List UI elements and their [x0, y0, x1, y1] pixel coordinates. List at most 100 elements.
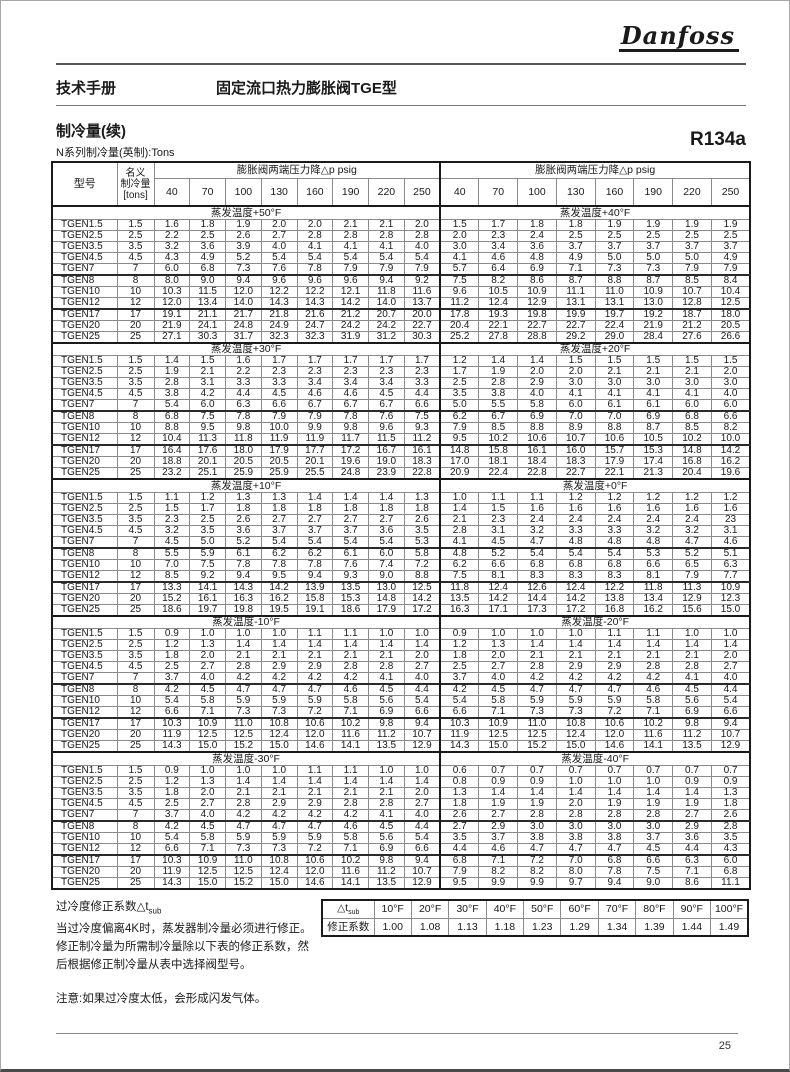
capacity-value-cell: 6.6 — [403, 706, 441, 719]
capacity-value-cell: 5.2 — [478, 546, 519, 560]
capacity-value-cell: 7.9 — [368, 262, 405, 275]
capacity-value-cell: 2.1 — [332, 786, 369, 799]
capacity-value-cell: 5.4 — [260, 535, 298, 548]
pressure-col-header: 40 — [153, 177, 191, 207]
capacity-value-cell: 1.4 — [710, 639, 751, 651]
capacity-value-cell: 19.1 — [296, 603, 334, 616]
capacity-value-cell: 5.4 — [332, 251, 369, 264]
nominal-capacity-cell: 8 — [116, 683, 155, 696]
capacity-value-cell: 8.8 — [403, 569, 441, 582]
valve-model-cell: TGEN2.5 — [51, 639, 118, 651]
capacity-value-cell: 10.2 — [332, 717, 369, 730]
valve-model-cell: TGEN1.5 — [51, 218, 118, 231]
capacity-value-cell: 9.6 — [332, 273, 369, 287]
valve-model-cell: TGEN10 — [51, 695, 118, 707]
capacity-value-cell: 10.2 — [633, 717, 674, 730]
capacity-value-cell: 14.3 — [225, 580, 262, 594]
capacity-value-cell: 14.6 — [296, 740, 334, 753]
capacity-value-cell: 7.3 — [225, 262, 262, 275]
capacity-row: TGEN4.5 4.5 3.8 4.2 4.4 4.5 4.6 4.6 4.5 4.4 3.5 3.8… — [51, 388, 751, 400]
capacity-value-cell: 7.4 — [368, 558, 405, 571]
capacity-value-cell: 17.2 — [403, 603, 441, 616]
capacity-value-cell: 11.6 — [332, 865, 369, 878]
capacity-value-cell: 11.1 — [555, 285, 596, 298]
capacity-value-cell: 1.0 — [672, 628, 712, 640]
capacity-value-cell: 7.3 — [555, 706, 596, 719]
capacity-value-cell: 6.9 — [517, 410, 557, 423]
capacity-value-cell: 16.1 — [517, 444, 557, 457]
capacity-value-cell: 1.4 — [332, 491, 369, 504]
capacity-row: TGEN8 8 6.8 7.5 7.8 7.9 7.9 7.8 7.6 7.5 6.2 6.7 6.9 7… — [51, 410, 751, 423]
capacity-value-cell: 31.2 — [368, 330, 405, 343]
capacity-value-cell: 5.9 — [260, 695, 298, 707]
capacity-value-cell: 2.5 — [672, 229, 712, 242]
capacity-row: TGEN17 17 16.4 17.6 18.0 17.9 17.7 17.2 16.7 16.1… — [51, 444, 751, 457]
capacity-value-cell: 2.3 — [260, 366, 298, 378]
valve-model-cell: TGEN2.5 — [51, 229, 118, 242]
correction-factor-value: 1.29 — [560, 917, 599, 937]
capacity-value-cell: 10.0 — [260, 422, 298, 434]
capacity-value-cell: 30.3 — [189, 330, 226, 343]
capacity-value-cell: 10.3 — [153, 717, 191, 730]
nominal-capacity-cell: 2.5 — [116, 775, 155, 788]
capacity-value-cell: 0.8 — [439, 775, 480, 788]
capacity-row: TGEN3.5 3.5 2.8 3.1 3.3 3.3 3.4 3.4 3.4 3.3 2.5 2.8… — [51, 377, 751, 389]
capacity-value-cell: 2.0 — [403, 786, 441, 799]
capacity-value-cell: 4.7 — [225, 819, 262, 833]
capacity-value-cell: 7.8 — [260, 558, 298, 571]
nominal-capacity-cell: 10 — [116, 695, 155, 707]
capacity-value-cell: 6.2 — [260, 546, 298, 560]
capacity-value-cell: 7.5 — [633, 865, 674, 878]
capacity-value-cell: 20.9 — [439, 467, 480, 480]
capacity-row: TGEN7 7 5.4 6.0 6.3 6.6 6.7 6.7 6.7 6.6 5.0 5.5 5.8 6… — [51, 399, 751, 412]
capacity-value-cell: 1.2 — [672, 491, 712, 504]
capacity-value-cell: 11.9 — [260, 433, 298, 446]
capacity-value-cell: 12.5 — [189, 729, 226, 741]
capacity-value-cell: 15.2 — [225, 740, 262, 753]
capacity-value-cell: 7.1 — [633, 706, 674, 719]
capacity-value-cell: 1.0 — [225, 628, 262, 640]
capacity-value-cell: 3.8 — [478, 388, 519, 400]
valve-model-cell: TGEN4.5 — [51, 251, 118, 264]
capacity-value-cell: 10.2 — [478, 433, 519, 446]
nominal-capacity-cell: 7 — [116, 262, 155, 275]
capacity-value-cell: 4.1 — [633, 388, 674, 400]
capacity-value-cell: 8.2 — [478, 865, 519, 878]
capacity-value-cell: 22.7 — [403, 319, 441, 332]
capacity-value-cell: 1.5 — [633, 355, 674, 367]
capacity-value-cell: 3.5 — [189, 524, 226, 537]
correction-temp-header: 50°F — [523, 899, 562, 919]
capacity-value-cell: 5.9 — [517, 695, 557, 707]
capacity-value-cell: 1.5 — [478, 502, 519, 515]
nominal-capacity-cell: 2.5 — [116, 229, 155, 242]
capacity-row: TGEN12 12 6.6 7.1 7.3 7.3 7.2 7.1 6.9 6.6 4.4 4.6 4.… — [51, 842, 751, 855]
capacity-value-cell: 1.3 — [710, 786, 751, 799]
capacity-value-cell: 20.4 — [439, 319, 480, 332]
capacity-value-cell: 2.1 — [189, 366, 226, 378]
capacity-value-cell: 2.9 — [594, 661, 635, 673]
capacity-value-cell: 8.6 — [517, 273, 557, 287]
capacity-value-cell: 0.7 — [672, 764, 712, 777]
capacity-value-cell: 29.2 — [555, 330, 596, 343]
doc-title: 固定流口热力膨胀阀TGE型 — [216, 80, 397, 97]
capacity-value-cell: 6.6 — [403, 399, 441, 412]
capacity-value-cell: 6.8 — [672, 410, 712, 423]
correction-temp-header: 30°F — [448, 899, 487, 919]
capacity-value-cell: 2.5 — [189, 513, 226, 526]
capacity-value-cell: 6.6 — [478, 558, 519, 571]
capacity-value-cell: 10.2 — [332, 853, 369, 867]
capacity-value-cell: 5.4 — [332, 535, 369, 548]
nominal-capacity-cell: 17 — [116, 580, 155, 594]
capacity-value-cell: 3.0 — [555, 819, 596, 833]
capacity-value-cell: 14.8 — [368, 592, 405, 605]
capacity-value-cell: 0.9 — [478, 775, 519, 788]
capacity-value-cell: 7.5 — [189, 410, 226, 423]
capacity-value-cell: 1.0 — [517, 628, 557, 640]
pressure-col-header: 220 — [368, 177, 405, 207]
capacity-value-cell: 19.8 — [225, 603, 262, 616]
capacity-value-cell: 1.8 — [332, 502, 369, 515]
danfoss-logo: Danfoss — [618, 22, 739, 53]
capacity-value-cell: 19.6 — [710, 467, 751, 480]
nominal-capacity-cell: 8 — [116, 410, 155, 423]
capacity-value-cell: 4.9 — [189, 251, 226, 264]
